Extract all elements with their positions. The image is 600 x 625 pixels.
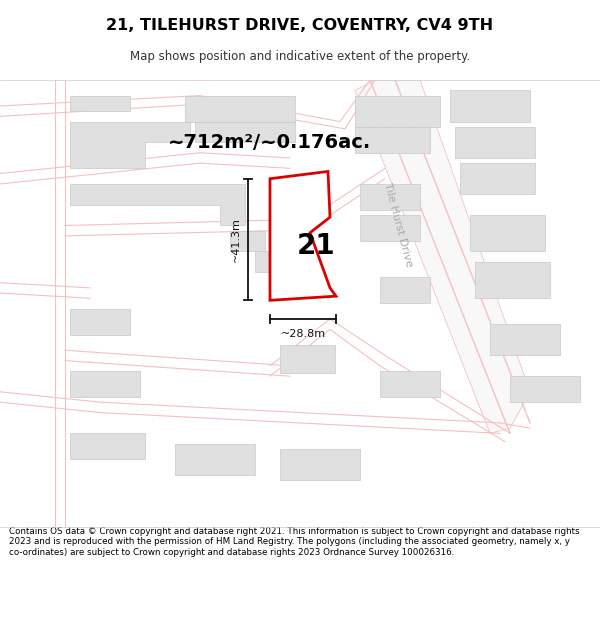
Polygon shape: [475, 262, 550, 298]
Polygon shape: [460, 163, 535, 194]
Polygon shape: [70, 184, 245, 226]
Polygon shape: [280, 449, 360, 480]
Text: ~712m²/~0.176ac.: ~712m²/~0.176ac.: [169, 133, 371, 152]
Text: Tile Hurst Drive: Tile Hurst Drive: [382, 182, 414, 269]
Polygon shape: [450, 91, 530, 122]
Text: Map shows position and indicative extent of the property.: Map shows position and indicative extent…: [130, 49, 470, 62]
Polygon shape: [230, 231, 265, 251]
Text: 21, TILEHURST DRIVE, COVENTRY, CV4 9TH: 21, TILEHURST DRIVE, COVENTRY, CV4 9TH: [106, 18, 494, 32]
Polygon shape: [455, 127, 535, 158]
Polygon shape: [70, 122, 190, 168]
Polygon shape: [360, 184, 420, 210]
Polygon shape: [355, 80, 530, 433]
Polygon shape: [280, 345, 335, 373]
Text: ~41.3m: ~41.3m: [231, 217, 241, 262]
Polygon shape: [510, 376, 580, 402]
Polygon shape: [70, 433, 145, 459]
Polygon shape: [195, 122, 295, 142]
Text: Contains OS data © Crown copyright and database right 2021. This information is : Contains OS data © Crown copyright and d…: [9, 527, 580, 557]
Polygon shape: [270, 171, 336, 301]
Polygon shape: [70, 371, 140, 397]
Text: ~28.8m: ~28.8m: [280, 329, 326, 339]
Polygon shape: [355, 96, 440, 127]
Polygon shape: [255, 251, 285, 272]
Polygon shape: [185, 96, 295, 122]
Polygon shape: [490, 324, 560, 356]
Polygon shape: [380, 278, 430, 303]
Polygon shape: [70, 96, 130, 111]
Polygon shape: [380, 371, 440, 397]
Polygon shape: [70, 309, 130, 334]
Text: 21: 21: [296, 232, 335, 260]
Polygon shape: [175, 444, 255, 475]
Polygon shape: [360, 215, 420, 241]
Polygon shape: [355, 127, 430, 152]
Polygon shape: [470, 215, 545, 251]
